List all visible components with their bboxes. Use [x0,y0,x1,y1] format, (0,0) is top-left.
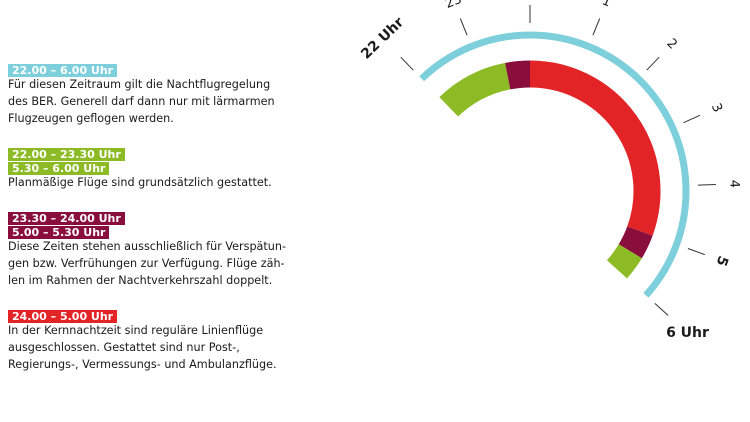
hour-tick [459,18,468,36]
legend-block: 22.00 – 23.30 Uhr 5.30 – 6.00 Uhr Planmäßi… [8,146,298,191]
legend-block: 22.00 – 6.00 Uhr Für diesen Zeitraum gilt… [8,62,298,127]
time-range-tag: 5.30 – 6.00 Uhr [8,162,110,175]
hour-tick [400,56,414,71]
legend-description-line: gen bzw. Verfrühungen zur Verfügung. Flü… [8,257,285,270]
time-range-tag: 22.00 – 23.30 Uhr [8,148,125,161]
hour-tick [646,56,660,71]
legend-description-line: Für diesen Zeitraum gilt die Nachtflugre… [8,78,271,91]
legend-block: 24.00 – 5.00 Uhr In der Kernnachtzeit sin… [8,308,298,373]
hour-label: 5 [713,253,731,268]
time-range-tag: 23.30 – 24.00 Uhr [8,212,125,225]
legend-description-line: ausgeschlossen. Gestattet sind nur Post-… [8,341,240,354]
hour-tick [683,114,701,124]
hour-tick [697,184,716,186]
time-range-tag: 22.00 – 6.00 Uhr [8,64,118,77]
hour-label: 1 [600,0,613,10]
night-regulation-ring [419,31,690,298]
time-range-tag: 24.00 – 5.00 Uhr [8,310,118,323]
legend-description-line: Diese Zeiten stehen ausschließlich für V… [8,240,287,253]
legend-description-line: Planmäßige Flüge sind grundsätzlich gest… [8,176,272,189]
legend-description-line: Flugzeugen geflogen werden. [8,112,174,125]
hour-tick [592,18,601,36]
segment-planned-morning [606,244,642,279]
legend-description-line: len im Rahmen der Nachtverkehrszahl dopp… [8,274,273,287]
hour-tick [687,248,705,256]
segment-delay-evening [505,60,531,90]
legend: 22.00 – 6.00 Uhr Für diesen Zeitraum gilt… [8,62,298,392]
hour-label: 2 [664,36,680,53]
hour-label: 6 Uhr [666,325,709,341]
time-range-tag: 5.00 – 5.30 Uhr [8,226,110,239]
segment-planned-evening [439,62,511,117]
legend-description-line: des BER. Generell darf dann nur mit lärm… [8,95,275,108]
legend-description-line: Regierungs-, Vermessungs- und Ambulanzfl… [8,358,277,371]
hour-label: 22 Uhr [358,14,407,62]
hour-tick [654,303,669,316]
hour-label: 3 [708,101,725,115]
hour-label: 23 [443,0,464,12]
hour-label: 4 [726,180,741,189]
legend-block: 23.30 – 24.00 Uhr 5.00 – 5.30 Uhr Diese Ze… [8,210,298,289]
segment-core-night [529,60,661,236]
segment-delay-morning [618,226,653,259]
legend-description-line: In der Kernnachtzeit sind reguläre Linie… [8,324,264,337]
